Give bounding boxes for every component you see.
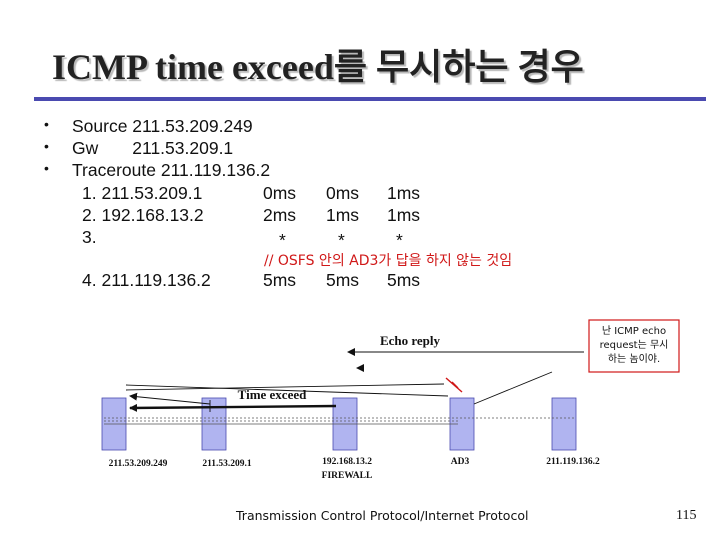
annotation-note: // OSFS 안의 AD3가 답을 하지 않는 것임 <box>264 253 513 269</box>
probe-line <box>125 383 445 391</box>
bullet-dot-icon: • <box>44 116 49 132</box>
callout-line: 난 ICMP echo <box>602 325 666 337</box>
callout-line: request는 무시 <box>600 339 669 351</box>
trace-hop-label: 2. 192.168.13.2 <box>82 205 204 225</box>
trace-hop-time: 5ms <box>263 270 297 290</box>
node-sublabel: FIREWALL <box>322 471 373 481</box>
node-label: 211.119.136.2 <box>546 457 600 467</box>
trace-hop-time: 1ms <box>387 205 421 225</box>
echo-reply-label: Echo reply <box>380 333 441 348</box>
node-label: 192.168.13.2 <box>322 457 372 467</box>
bullet-dot-icon: • <box>44 160 49 176</box>
bullet-text: Gw 211.53.209.1 <box>72 138 234 158</box>
bullet-text: Source 211.53.209.249 <box>72 116 253 136</box>
blocked-x-icon <box>451 381 459 389</box>
trace-hop-time: 1ms <box>387 183 421 203</box>
footer-text: Transmission Control Protocol/Internet P… <box>236 508 529 523</box>
callout-line: 하는 놈이야. <box>608 352 660 365</box>
trace-hop-time: 2ms <box>263 205 297 225</box>
trace-hop-time: 1ms <box>326 205 360 225</box>
trace-hop-time: * <box>338 230 345 250</box>
page-number: 115 <box>676 508 697 523</box>
time-exceed-arrow <box>129 403 337 412</box>
time-exceed-label: Time exceed <box>238 387 307 402</box>
time-exceed-arrow <box>129 392 211 405</box>
node-destination <box>551 397 577 451</box>
node-label: AD3 <box>451 457 470 467</box>
blocked-x-icon <box>445 377 463 393</box>
node-label: 211.53.209.1 <box>202 459 252 469</box>
probe-line <box>473 371 553 405</box>
trace-hop-time: * <box>396 230 403 250</box>
node-label: 211.53.209.249 <box>109 459 168 469</box>
trace-hop-label: 3. <box>82 227 97 247</box>
callout-box <box>588 319 680 373</box>
trace-hop-label: 1. 211.53.209.1 <box>82 183 203 203</box>
trace-hop-time: 0ms <box>326 183 360 203</box>
bullet-text: Traceroute 211.119.136.2 <box>72 160 271 180</box>
trace-hop-label: 4. 211.119.136.2 <box>82 270 211 290</box>
bullet-dot-icon: • <box>44 138 49 154</box>
title-underline <box>34 97 706 101</box>
trace-hop-time: 5ms <box>326 270 360 290</box>
arrow-head-icon <box>356 364 364 372</box>
trace-hop-time: 5ms <box>387 270 421 290</box>
probe-line <box>125 384 449 397</box>
slide-title: ICMP time exceed를 무시하는 경우 <box>52 47 584 87</box>
trace-hop-time: * <box>279 230 286 250</box>
trace-hop-time: 0ms <box>263 183 297 203</box>
